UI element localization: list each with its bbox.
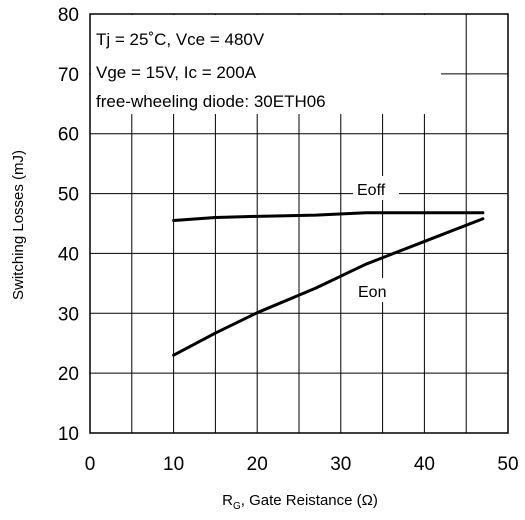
series-label-eoff: Eoff	[357, 182, 386, 199]
label-background	[354, 278, 396, 302]
series-line-eoff	[172, 211, 485, 223]
series-label-eon: Eon	[358, 284, 386, 301]
x-tick-label: 30	[330, 454, 351, 475]
series-lines	[172, 211, 485, 357]
x-tick-label: 20	[247, 454, 268, 475]
conditions-annotation: Tj = 25˚C, Vce = 480V Vge = 15V, Ic = 20…	[96, 30, 326, 111]
y-tick-label: 10	[58, 424, 79, 445]
y-tick-label: 50	[58, 185, 79, 206]
x-tick-label: 40	[414, 454, 435, 475]
plot-frame	[89, 13, 509, 434]
label-background	[91, 15, 441, 114]
y-tick-label: 40	[58, 244, 79, 265]
y-tick-label: 80	[58, 5, 79, 26]
axis-tick-labels: 0 10 20 30 40 50 10 20 30 40 50 60 70 80	[58, 5, 519, 475]
series-line-eon	[172, 217, 485, 357]
label-background	[353, 176, 399, 200]
x-tick-label: 50	[497, 454, 518, 475]
annotation-line-1: Tj = 25˚C, Vce = 480V	[96, 30, 265, 49]
y-tick-label: 30	[58, 304, 79, 325]
y-tick-label: 60	[58, 125, 79, 146]
x-tick-label: 10	[163, 454, 184, 475]
grid-lines	[90, 14, 508, 433]
y-tick-label: 20	[58, 364, 79, 385]
annotation-line-2: Vge = 15V, Ic = 200A	[96, 63, 257, 82]
annotation-line-3: free-wheeling diode: 30ETH06	[96, 92, 326, 111]
y-tick-label: 70	[58, 65, 79, 86]
x-axis-title: RG, Gate Reistance (Ω)	[222, 492, 378, 512]
y-axis-title: Switching Losses (mJ)	[10, 150, 27, 300]
x-tick-label: 0	[85, 454, 96, 475]
